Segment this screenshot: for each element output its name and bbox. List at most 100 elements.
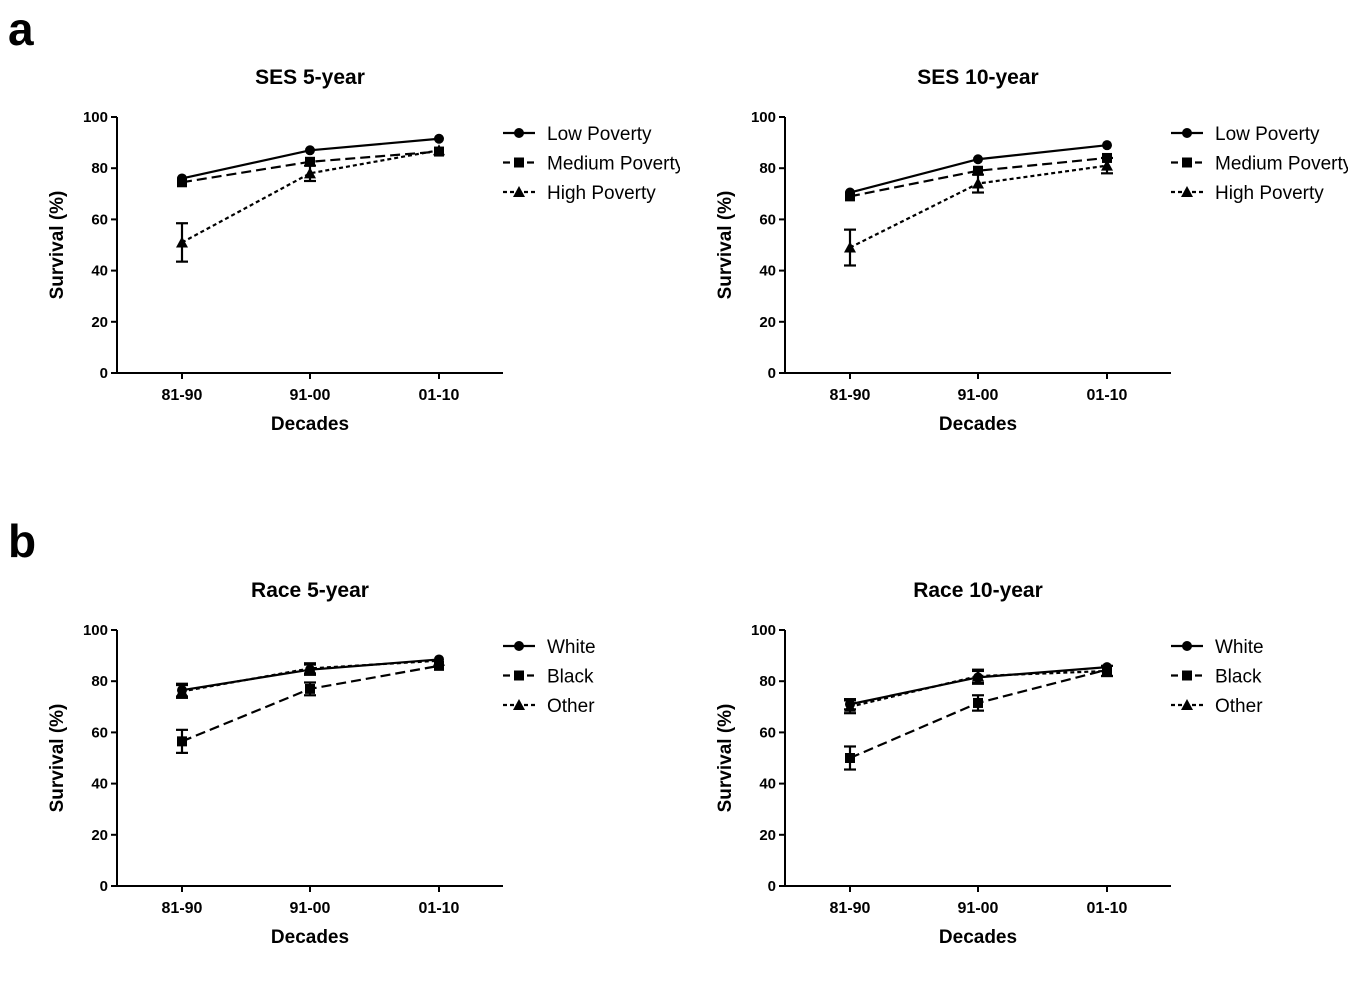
x-tick-label: 91-00	[290, 900, 331, 917]
legend-marker	[1182, 157, 1192, 168]
y-tick-label: 60	[91, 724, 108, 741]
y-tick-label: 100	[751, 622, 776, 639]
legend-label: Medium Poverty	[547, 154, 680, 175]
x-tick-label: 91-00	[958, 900, 999, 917]
data-point	[844, 700, 856, 712]
series-line	[181, 149, 440, 244]
legend-marker	[514, 157, 524, 168]
y-tick-label: 20	[759, 314, 776, 331]
panel-label-b: b	[8, 515, 37, 567]
y-tick-label: 100	[751, 109, 776, 126]
y-tick-label: 20	[91, 827, 108, 844]
y-tick-label: 40	[759, 263, 776, 280]
series-high-poverty	[844, 156, 1113, 267]
y-axis-title: Survival (%)	[715, 704, 736, 813]
x-tick-label: 81-90	[830, 387, 871, 404]
x-axis-title: Decades	[939, 927, 1017, 948]
series-line	[181, 664, 440, 743]
data-point	[433, 654, 445, 666]
legend-label: White	[1215, 637, 1264, 658]
chart-title: Race 5-year	[251, 579, 369, 602]
data-point	[434, 133, 444, 144]
series-low-poverty	[845, 140, 1112, 198]
x-tick-label: 01-10	[1087, 387, 1128, 404]
series-high-poverty	[176, 144, 445, 263]
data-point	[433, 144, 445, 156]
y-tick-label: 40	[759, 776, 776, 793]
y-tick-label: 80	[759, 673, 776, 690]
data-point	[972, 177, 984, 189]
data-point	[304, 167, 316, 179]
data-point	[844, 241, 856, 253]
data-point	[1101, 159, 1113, 171]
data-point	[176, 236, 188, 248]
series-line	[849, 669, 1108, 708]
series-black	[176, 660, 444, 754]
data-point	[177, 177, 187, 188]
legend-label: Low Poverty	[1215, 124, 1320, 145]
series-line	[849, 156, 1108, 198]
data-point	[1102, 140, 1112, 151]
y-tick-label: 0	[100, 365, 108, 382]
legend-marker	[1182, 670, 1192, 681]
legend-marker	[1181, 699, 1193, 710]
series-other	[844, 664, 1113, 715]
legend-marker	[514, 670, 524, 681]
data-point	[434, 660, 444, 671]
legend-label: Other	[1215, 696, 1263, 717]
legend-label: White	[547, 637, 596, 658]
chart-race-10-year: Race 10-year 0 20 40 60 80 100 81-90 91-00 01-10 D…	[715, 579, 1264, 948]
data-point	[973, 697, 983, 708]
y-tick-label: 40	[91, 263, 108, 280]
legend-marker	[514, 128, 524, 138]
legend-label: Low Poverty	[547, 124, 652, 145]
x-tick-label: 91-00	[290, 387, 331, 404]
series-other	[176, 654, 445, 699]
y-axis-title: Survival (%)	[715, 191, 736, 300]
y-tick-label: 100	[83, 109, 108, 126]
y-tick-label: 60	[91, 211, 108, 228]
y-axis-title: Survival (%)	[47, 704, 68, 813]
chart-ses-5-year: SES 5-year 0 20 40 60 80 100 81-90 91-00 01-10 Dec…	[47, 66, 680, 435]
x-tick-label: 01-10	[419, 387, 460, 404]
y-tick-label: 0	[768, 878, 776, 895]
y-tick-label: 20	[91, 314, 108, 331]
y-tick-label: 40	[91, 776, 108, 793]
data-point	[177, 736, 187, 747]
data-point	[845, 191, 855, 202]
y-tick-label: 60	[759, 724, 776, 741]
chart-race-5-year: Race 5-year 0 20 40 60 80 100 81-90 91-00 01-10 De…	[47, 579, 596, 948]
chart-ses-10-year: SES 10-year 0 20 40 60 80 100 81-90 91-00 01-10 De…	[715, 66, 1348, 435]
legend-marker	[1182, 641, 1192, 651]
legend-label: Other	[547, 696, 595, 717]
data-point	[176, 685, 188, 697]
data-point	[973, 154, 983, 165]
legend-marker	[1181, 186, 1193, 197]
y-tick-label: 80	[91, 673, 108, 690]
legend-marker	[513, 186, 525, 197]
x-tick-label: 81-90	[162, 387, 203, 404]
data-point	[304, 662, 316, 674]
legend-marker	[1182, 128, 1192, 138]
legend-marker	[513, 699, 525, 710]
chart-title: Race 10-year	[913, 579, 1043, 602]
data-point	[305, 683, 315, 694]
x-tick-label: 81-90	[830, 900, 871, 917]
x-axis-title: Decades	[271, 414, 349, 435]
data-point	[305, 145, 315, 156]
x-tick-label: 91-00	[958, 387, 999, 404]
y-tick-label: 100	[83, 622, 108, 639]
y-tick-label: 60	[759, 211, 776, 228]
chart-title: SES 5-year	[255, 66, 365, 89]
data-point	[845, 753, 855, 763]
y-tick-label: 20	[759, 827, 776, 844]
legend-label: Medium Poverty	[1215, 154, 1348, 175]
legend-label: High Poverty	[547, 183, 656, 204]
y-tick-label: 80	[91, 160, 108, 177]
data-point	[973, 165, 983, 176]
x-tick-label: 01-10	[419, 900, 460, 917]
data-point	[1101, 664, 1113, 676]
legend-label: Black	[547, 667, 594, 688]
x-axis-title: Decades	[939, 414, 1017, 435]
panel-label-a: a	[8, 3, 34, 55]
